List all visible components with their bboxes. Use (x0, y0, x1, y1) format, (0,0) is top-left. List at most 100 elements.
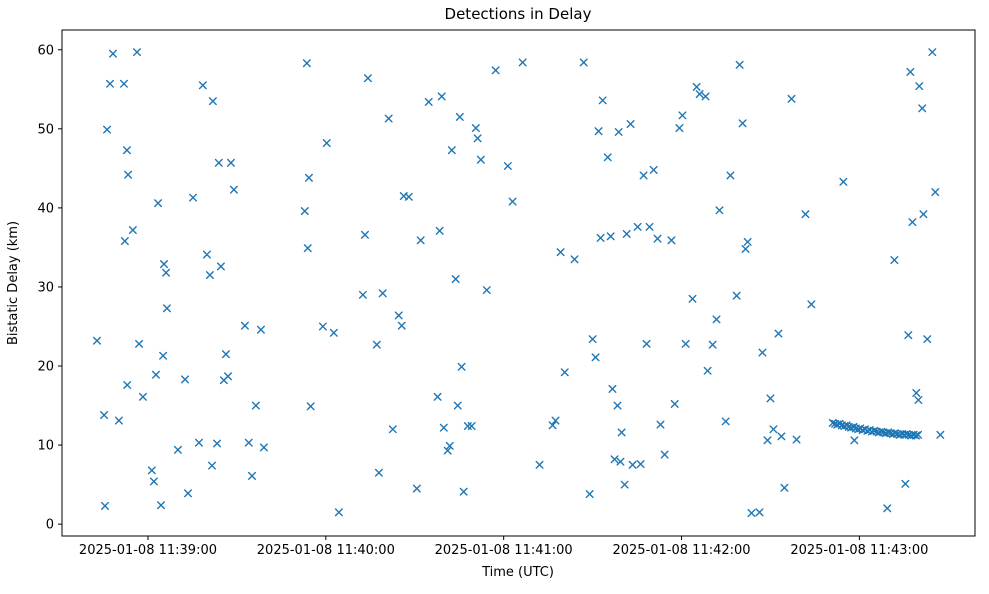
data-point-marker (560, 368, 569, 377)
y-tick-label: 40 (37, 201, 54, 216)
data-point-marker (103, 125, 112, 134)
data-point-marker (556, 248, 565, 257)
data-point-marker (908, 218, 917, 227)
data-point-marker (114, 416, 123, 425)
data-point-marker (792, 435, 801, 444)
data-point-marker (603, 153, 612, 162)
data-point-marker (906, 67, 915, 76)
data-point-marker (198, 81, 207, 90)
x-tick-label: 2025-01-08 11:39:00 (79, 543, 217, 558)
data-point-marker (100, 411, 109, 420)
data-point-marker (769, 425, 778, 434)
data-point-marker (394, 311, 403, 320)
data-point-marker (551, 416, 560, 425)
data-point-marker (890, 256, 899, 265)
data-point-marker (681, 339, 690, 348)
data-point-marker (378, 289, 387, 298)
data-point-marker (766, 394, 775, 403)
track-point-marker (870, 426, 879, 435)
x-tick-label: 2025-01-08 11:43:00 (790, 543, 928, 558)
data-point-marker (614, 127, 623, 136)
data-point-marker (248, 471, 257, 480)
data-point-marker (374, 468, 383, 477)
track-point-marker (828, 418, 837, 427)
x-tick-label: 2025-01-08 11:40:00 (257, 543, 395, 558)
data-point-marker (598, 96, 607, 105)
data-point-marker (138, 392, 147, 401)
data-point-marker (901, 479, 910, 488)
data-point-marker (591, 353, 600, 362)
data-point-marker (743, 237, 752, 246)
y-tick-label: 10 (37, 439, 54, 454)
x-tick-label: 2025-01-08 11:42:00 (612, 543, 750, 558)
data-point-marker (358, 290, 367, 299)
data-point-marker (747, 509, 756, 518)
data-point-marker (132, 48, 141, 57)
data-point-marker (437, 92, 446, 101)
data-point-marker (726, 171, 735, 180)
data-point-marker (919, 210, 928, 219)
data-point-marker (622, 229, 631, 238)
data-point-marker (226, 158, 235, 167)
data-point-marker (372, 340, 381, 349)
data-point-marker (173, 445, 182, 454)
data-point-marker (491, 66, 500, 75)
data-point-marker (135, 339, 144, 348)
data-point-marker (633, 222, 642, 231)
data-point-marker (918, 104, 927, 113)
data-point-marker (807, 300, 816, 309)
data-point-marker (300, 207, 309, 216)
data-point-marker (302, 59, 311, 68)
data-point-marker (883, 504, 892, 513)
data-point-marker (119, 79, 128, 88)
data-point-marker (735, 60, 744, 69)
data-point-marker (360, 230, 369, 239)
track-point-marker (877, 427, 886, 436)
data-point-marker (701, 92, 710, 101)
data-point-marker (424, 97, 433, 106)
data-point-marker (839, 177, 848, 186)
data-point-marker (459, 487, 468, 496)
data-point-marker (256, 325, 265, 334)
track-point-marker (890, 429, 899, 438)
y-tick-label: 20 (37, 360, 54, 375)
data-point-marker (667, 236, 676, 245)
data-point-marker (606, 232, 615, 241)
data-point-marker (928, 48, 937, 57)
data-point-marker (850, 436, 859, 445)
data-point-marker (642, 339, 651, 348)
data-point-marker (675, 124, 684, 133)
x-axis-label: Time (UTC) (481, 565, 554, 580)
data-point-marker (931, 188, 940, 197)
data-point-marker (904, 331, 913, 340)
data-point-marker (202, 250, 211, 259)
data-point-marker (508, 197, 517, 206)
data-point-marker (801, 210, 810, 219)
data-point-marker (154, 199, 163, 208)
data-point-marker (205, 271, 214, 280)
data-point-marker (670, 399, 679, 408)
data-point-marker (214, 158, 223, 167)
data-point-marker (124, 170, 133, 179)
data-point-marker (695, 90, 704, 99)
data-point-marker (128, 226, 137, 235)
data-point-marker (147, 466, 156, 475)
data-point-marker (447, 146, 456, 155)
data-point-marker (439, 423, 448, 432)
data-point-marker (404, 192, 413, 201)
track-point-marker (884, 428, 893, 437)
data-point-marker (433, 392, 442, 401)
data-point-marker (306, 402, 315, 411)
data-point-marker (503, 161, 512, 170)
data-point-marker (162, 268, 171, 277)
data-point-marker (721, 417, 730, 426)
axes-spines (61, 29, 976, 537)
data-point-marker (914, 396, 923, 405)
data-point-marker (207, 461, 216, 470)
data-point-marker (703, 366, 712, 375)
data-point-marker (473, 134, 482, 143)
data-point-marker (92, 336, 101, 345)
y-tick-label: 60 (37, 43, 54, 58)
